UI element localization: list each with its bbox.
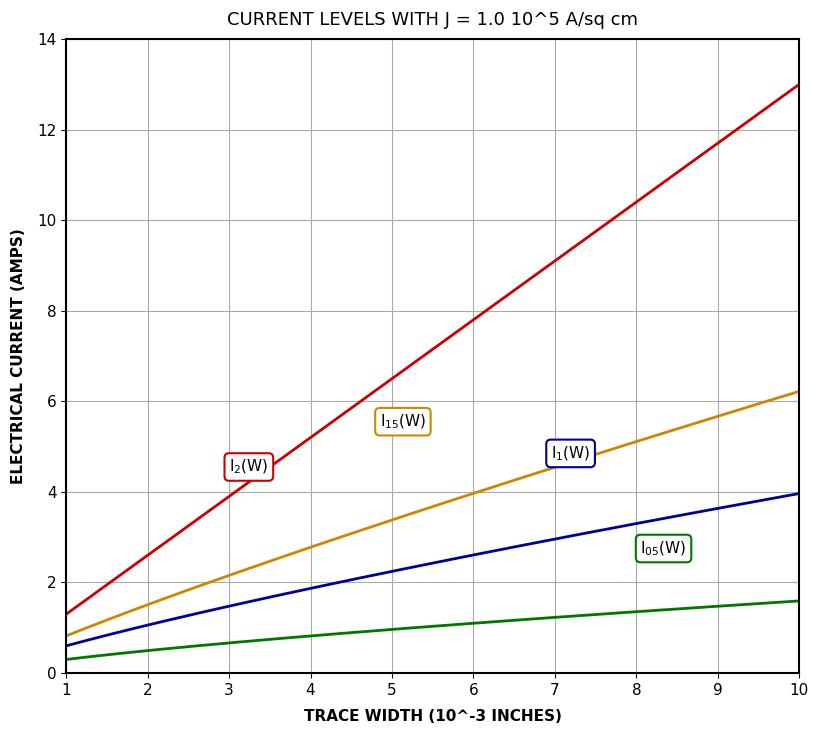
X-axis label: TRACE WIDTH (10^-3 INCHES): TRACE WIDTH (10^-3 INCHES) xyxy=(303,709,561,724)
Text: I$_1$(W): I$_1$(W) xyxy=(550,444,590,462)
Text: I$_{05}$(W): I$_{05}$(W) xyxy=(640,539,686,558)
Y-axis label: ELECTRICAL CURRENT (AMPS): ELECTRICAL CURRENT (AMPS) xyxy=(11,228,26,484)
Text: I$_{15}$(W): I$_{15}$(W) xyxy=(379,412,426,431)
Title: CURRENT LEVELS WITH J = 1.0 10^5 A/sq cm: CURRENT LEVELS WITH J = 1.0 10^5 A/sq cm xyxy=(227,11,637,29)
Text: I$_2$(W): I$_2$(W) xyxy=(229,458,269,476)
